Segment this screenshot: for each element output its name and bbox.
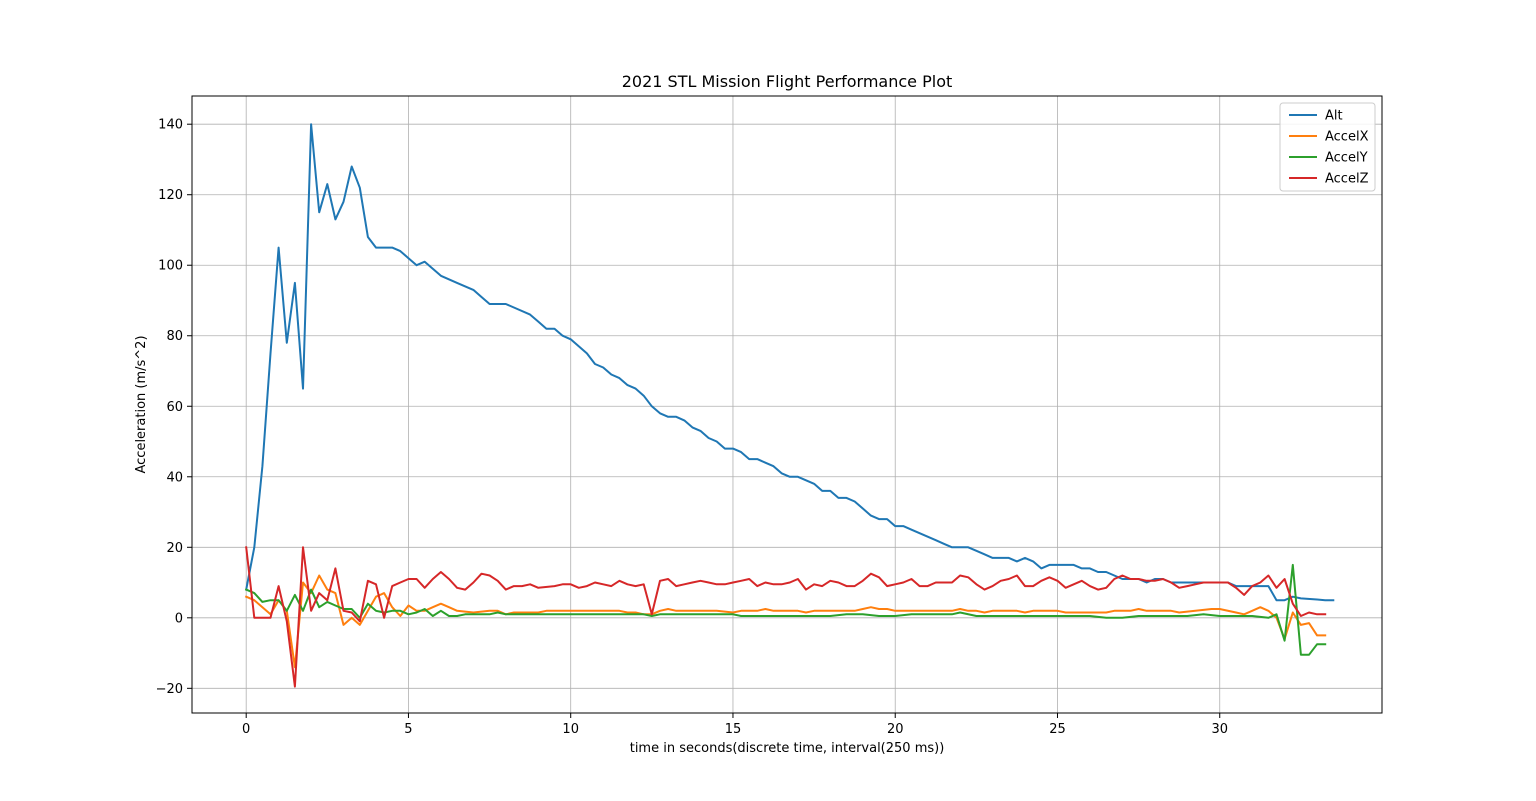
y-tick-label: 120: [158, 188, 183, 203]
grid: [192, 96, 1382, 713]
legend: Alt AccelX AccelY AccelZ: [1279, 102, 1376, 192]
x-tick-label: 15: [725, 722, 742, 737]
y-tick-label: 80: [166, 329, 183, 344]
y-tick-label: −20: [156, 682, 183, 697]
plot-frame: [191, 95, 1383, 714]
y-tick-label: 140: [158, 118, 183, 133]
y-tick-label: 20: [166, 541, 183, 556]
x-tick-label: 30: [1211, 722, 1228, 737]
y-tick-label: 60: [166, 400, 183, 415]
series-line-accely: [244, 563, 1327, 656]
x-axis-label: time in seconds(discrete time, interval(…: [630, 741, 945, 756]
y-tick-label: 0: [175, 611, 183, 626]
y-tick-label: 40: [166, 470, 183, 485]
series-line-accelx: [244, 574, 1327, 669]
series-lines: [244, 123, 1335, 688]
x-tick-label: 0: [242, 722, 250, 737]
legend-label: Alt: [1325, 109, 1343, 124]
legend-box: [1279, 102, 1376, 192]
legend-label: AccelZ: [1325, 172, 1369, 187]
x-axis-ticks: 0 5 10 15 20 25 30: [242, 713, 1228, 737]
x-tick-label: 25: [1049, 722, 1066, 737]
x-tick-label: 10: [562, 722, 579, 737]
x-tick-label: 5: [404, 722, 412, 737]
y-axis-ticks: −20 0 20 40 60 80 100 120 140: [156, 118, 192, 697]
y-axis-label: Acceleration (m/s^2): [134, 335, 149, 473]
y-tick-label: 100: [158, 259, 183, 274]
series-line-accelz: [245, 546, 1327, 688]
x-tick-label: 20: [887, 722, 904, 737]
chart-title: 2021 STL Mission Flight Performance Plot: [622, 72, 953, 91]
legend-label: AccelX: [1325, 130, 1369, 145]
legend-label: AccelY: [1325, 151, 1368, 166]
